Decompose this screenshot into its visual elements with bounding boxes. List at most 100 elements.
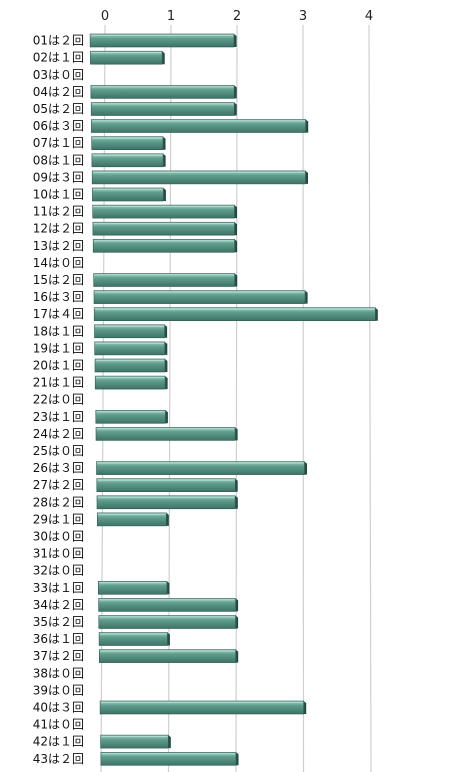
bar-end — [304, 461, 307, 475]
bar-face — [91, 119, 307, 133]
bar-end — [163, 136, 166, 150]
bar-end — [234, 273, 238, 287]
bar — [90, 102, 237, 116]
category-label: 04は２回 — [33, 85, 84, 99]
category-label: 28は２回 — [33, 495, 84, 509]
bar — [93, 273, 238, 287]
bar-face — [96, 461, 305, 475]
bar-end — [305, 290, 308, 304]
bar-face — [99, 700, 305, 715]
bar — [98, 580, 170, 595]
bar-end — [163, 153, 166, 167]
category-label: 03は０回 — [33, 68, 84, 82]
bar-end — [235, 649, 239, 663]
bar-end — [236, 752, 239, 766]
category-label: 29は１回 — [33, 512, 84, 526]
bar-end — [164, 359, 168, 372]
category-label: 26は３回 — [33, 461, 84, 475]
bar-end — [234, 222, 237, 236]
category-label: 40は３回 — [33, 701, 84, 715]
x-tick-label: 4 — [365, 9, 373, 24]
category-label: 36は１回 — [33, 632, 84, 646]
category-label: 38は０回 — [33, 666, 84, 680]
bar-end — [235, 598, 239, 612]
x-tick-label: 1 — [167, 9, 175, 24]
category-label: 23は１回 — [33, 410, 84, 424]
bar-end — [166, 512, 169, 526]
bar-face — [96, 495, 236, 510]
bar-face — [92, 239, 235, 253]
category-label: 43は２回 — [33, 752, 84, 766]
gridline-3 — [302, 24, 305, 772]
bar — [99, 649, 239, 663]
bar — [98, 632, 170, 646]
y-axis-categories: 01は２回 02は１回 03は０回 04は２回 05は２回 06は３回 07は１回 08は１回… — [33, 34, 84, 766]
bar-end — [235, 478, 238, 492]
category-label: 32は０回 — [33, 564, 84, 578]
bar — [100, 734, 171, 749]
bar-face — [98, 615, 236, 629]
bar — [96, 478, 238, 493]
bar — [98, 598, 239, 612]
bar-end — [375, 307, 378, 321]
bar-end — [164, 341, 168, 355]
bar-face — [90, 50, 163, 65]
category-label: 09は３回 — [33, 170, 84, 184]
bar-face — [90, 85, 235, 99]
category-label: 41は０回 — [33, 718, 84, 732]
category-label: 21は１回 — [33, 376, 84, 390]
bar-end — [305, 170, 308, 184]
bar — [92, 239, 238, 253]
bar-face — [96, 478, 236, 493]
category-label: 30は０回 — [33, 530, 84, 544]
bar — [95, 427, 238, 441]
bar — [99, 700, 307, 715]
bar — [96, 495, 238, 510]
bar-face — [92, 221, 235, 236]
bar-end — [163, 188, 166, 201]
bar-face — [94, 358, 166, 373]
bar-face — [93, 307, 376, 322]
bar-face — [95, 409, 166, 424]
category-label: 07は１回 — [33, 136, 84, 150]
bar-end — [165, 376, 168, 390]
bar — [97, 512, 169, 527]
category-label: 19は１回 — [33, 341, 84, 355]
bar-face — [93, 273, 235, 287]
bar-face — [100, 734, 169, 749]
bar — [93, 290, 308, 304]
category-label: 37は２回 — [33, 649, 84, 663]
bar-end — [303, 701, 307, 714]
category-label: 34は２回 — [33, 598, 84, 612]
category-label: 12は２回 — [33, 222, 84, 236]
category-label: 11は２回 — [33, 205, 84, 219]
bar — [92, 204, 237, 219]
bar-face — [92, 204, 235, 219]
bar-end — [234, 85, 237, 99]
category-label: 39は０回 — [33, 683, 84, 697]
category-label: 13は２回 — [33, 239, 84, 253]
bar-face — [91, 170, 306, 185]
bar-face — [95, 427, 236, 441]
category-label: 31は０回 — [33, 547, 84, 561]
bar-end — [167, 632, 170, 646]
bar-end — [305, 119, 309, 133]
bar — [94, 358, 168, 373]
category-label: 33は１回 — [33, 581, 84, 595]
x-tick-label: 3 — [299, 9, 307, 24]
bar — [96, 461, 307, 475]
category-label: 14は０回 — [33, 256, 84, 270]
bar-face — [98, 598, 236, 612]
category-label: 24は２回 — [33, 427, 84, 441]
bar — [94, 324, 168, 339]
category-label: 18は１回 — [33, 324, 84, 338]
bar — [94, 341, 168, 356]
bar — [90, 50, 165, 65]
bar — [92, 187, 166, 202]
bar-end — [168, 735, 171, 749]
bar — [90, 85, 237, 99]
category-label: 17は４回 — [33, 307, 84, 321]
bar-end — [234, 34, 237, 47]
bar-end — [235, 495, 238, 509]
bar-face — [94, 375, 166, 390]
